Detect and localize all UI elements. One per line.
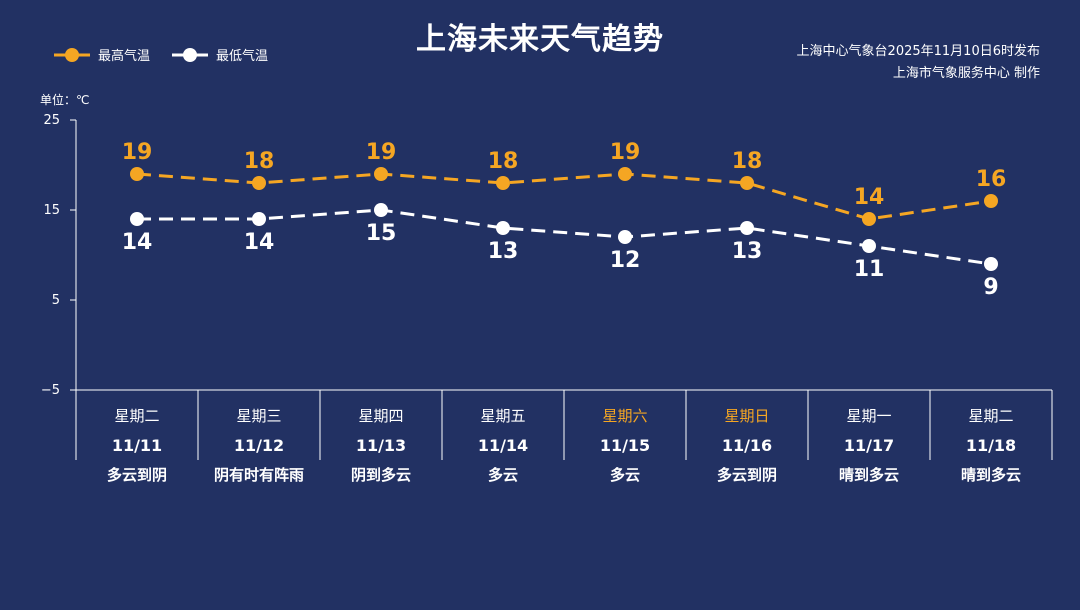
low-temp-point	[984, 257, 998, 271]
low-temp-point	[862, 239, 876, 253]
low-temp-point	[740, 221, 754, 235]
weather-label: 晴到多云	[839, 466, 899, 484]
weekday-label: 星期四	[358, 407, 403, 425]
low-temp-label: 9	[983, 275, 998, 300]
date-label: 11/18	[966, 436, 1016, 455]
weekday-label: 星期日	[724, 407, 769, 425]
weather-label: 多云	[488, 466, 518, 484]
date-label: 11/12	[234, 436, 284, 455]
weekday-label: 星期一	[846, 407, 891, 425]
high-temp-label: 16	[976, 167, 1007, 192]
high-temp-point	[252, 176, 266, 190]
weather-label: 晴到多云	[961, 466, 1021, 484]
weekday-label: 星期三	[236, 407, 281, 425]
high-temp-point	[374, 167, 388, 181]
weather-label: 阴到多云	[351, 466, 411, 484]
legend-high-marker-icon	[54, 47, 90, 62]
weekday-label: 星期二	[114, 407, 159, 425]
high-temp-point	[984, 194, 998, 208]
date-label: 11/15	[600, 436, 650, 455]
y-tick-label: 15	[43, 203, 60, 218]
low-temp-label: 13	[488, 239, 519, 264]
date-label: 11/14	[478, 436, 528, 455]
weather-label: 多云	[610, 466, 640, 484]
high-temp-point	[740, 176, 754, 190]
legend-high-label: 最高气温	[98, 49, 151, 64]
date-label: 11/17	[844, 436, 894, 455]
weather-label: 多云到阴	[717, 466, 777, 484]
low-temp-label: 14	[122, 230, 153, 255]
high-temp-point	[496, 176, 510, 190]
low-temp-label: 13	[732, 239, 763, 264]
high-temp-point	[618, 167, 632, 181]
unit-label: 单位：℃	[40, 93, 90, 107]
y-tick-label: −5	[41, 383, 60, 398]
legend-low-marker-icon	[172, 47, 209, 62]
date-label: 11/13	[356, 436, 406, 455]
legend: 最高气温 最低气温	[54, 45, 290, 64]
high-temp-label: 18	[732, 149, 763, 174]
low-temp-line	[137, 208, 992, 266]
y-tick-label: 5	[52, 293, 60, 308]
high-temp-point	[862, 212, 876, 226]
low-temp-label: 12	[610, 248, 641, 273]
weekday-label: 星期六	[602, 407, 647, 425]
source-info: 上海中心气象台2025年11月10日6时发布 上海市气象服务中心 制作	[797, 41, 1040, 85]
low-temp-point	[130, 212, 144, 226]
weather-label: 阴有时有阵雨	[214, 466, 304, 484]
legend-high: 最高气温	[54, 45, 150, 64]
high-temp-label: 19	[122, 140, 153, 165]
source-line-2: 上海市气象服务中心 制作	[892, 66, 1040, 81]
low-temp-point	[496, 221, 510, 235]
high-temp-label: 19	[366, 140, 397, 165]
weekday-label: 星期五	[480, 407, 525, 425]
low-temp-point	[374, 203, 388, 217]
high-temp-label: 18	[488, 149, 519, 174]
low-temp-point	[252, 212, 266, 226]
date-label: 11/11	[112, 436, 162, 455]
high-temp-label: 19	[610, 140, 641, 165]
page-title: 上海未来天气趋势	[416, 22, 664, 57]
weekday-label: 星期二	[968, 407, 1013, 425]
weather-label: 多云到阴	[107, 466, 167, 484]
high-temp-label: 14	[854, 185, 885, 210]
high-temp-point	[130, 167, 144, 181]
date-label: 11/16	[722, 436, 772, 455]
high-temp-label: 18	[244, 149, 275, 174]
y-tick-label: 25	[43, 113, 60, 128]
legend-low: 最低气温	[172, 45, 268, 64]
legend-low-label: 最低气温	[216, 49, 269, 64]
high-temp-line	[136, 172, 992, 221]
source-line-1: 上海中心气象台2025年11月10日6时发布	[796, 44, 1040, 59]
low-temp-label: 14	[244, 230, 275, 255]
low-temp-point	[618, 230, 632, 244]
low-temp-label: 15	[366, 221, 397, 246]
low-temp-label: 11	[854, 257, 885, 282]
